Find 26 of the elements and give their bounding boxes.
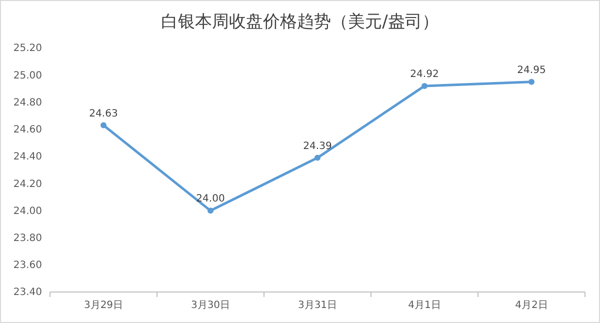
y-tick-label: 23.60 [13, 260, 42, 272]
y-tick-label: 23.40 [13, 287, 42, 298]
y-tick-label: 24.40 [13, 152, 42, 163]
data-label: 24.63 [89, 108, 118, 120]
y-tick-label: 24.80 [13, 97, 42, 108]
y-tick-label: 24.20 [13, 178, 42, 190]
chart-title: 白银本周收盘价格趋势（美元/盎司） [161, 12, 439, 32]
point [314, 154, 320, 161]
x-tick-label: 4月1日 [408, 300, 441, 312]
y-tick-label: 25.20 [13, 43, 42, 54]
x-tick-label: 3月31日 [298, 300, 338, 312]
point [100, 122, 106, 128]
y-tick-label: 24.00 [13, 206, 42, 217]
y-tick-label: 24.60 [13, 124, 42, 136]
data-label: 24.92 [410, 68, 439, 80]
y-tick-label: 23.80 [13, 232, 42, 244]
x-tick-label: 3月29日 [84, 300, 124, 312]
point [208, 208, 214, 214]
x-tick-label: 3月30日 [190, 300, 230, 312]
x-tick-label: 4月2日 [515, 300, 548, 312]
data-label: 24.95 [517, 64, 546, 76]
data-label: 24.39 [303, 140, 332, 152]
point [422, 82, 428, 89]
point [528, 78, 534, 85]
data-label: 24.00 [196, 194, 225, 205]
y-tick-label: 25.00 [13, 70, 42, 82]
